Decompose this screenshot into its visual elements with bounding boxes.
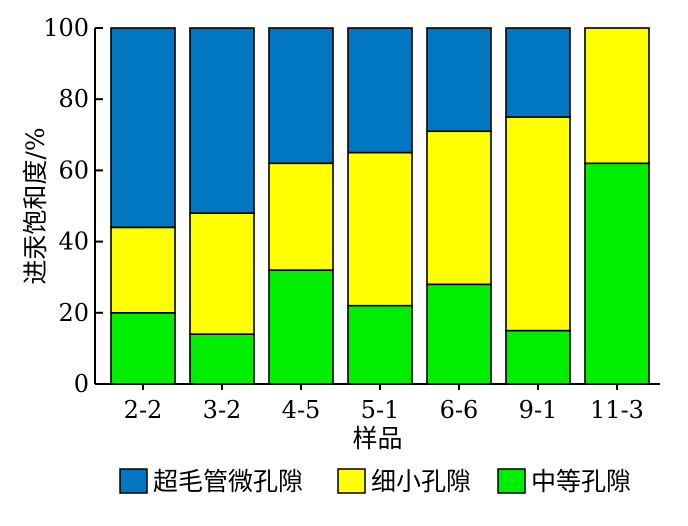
bar-segment-9-1-2 [505, 27, 571, 118]
x-tick-label-5-1: 5-1 [361, 396, 400, 424]
legend-label-2: 中等孔隙 [531, 467, 631, 496]
x-tick-label-2-2: 2-2 [124, 396, 163, 424]
x-tick-label-11-3: 11-3 [590, 396, 644, 424]
bar-segment-5-1-1 [347, 151, 413, 307]
legend-item-0: 超毛管微孔隙 [119, 467, 303, 496]
axes-group [94, 28, 660, 385]
y-tick-label-40: 40 [58, 228, 89, 256]
y-tick-label-60: 60 [58, 156, 89, 184]
bar-segment-3-2-0 [189, 333, 255, 385]
bar-segment-11-3-1 [584, 27, 650, 165]
x-axis-title: 样品 [352, 424, 402, 453]
x-ticks-group: 2-2 3-2 4-5 5-1 6-6 9-1 11-3 [124, 384, 644, 424]
bar-segment-2-2-1 [110, 226, 176, 314]
legend-item-2: 中等孔隙 [497, 467, 631, 496]
bar-segment-9-1-0 [505, 329, 571, 385]
y-axis-title: 进汞饱和度/% [21, 127, 50, 284]
legend-item-1: 细小孔隙 [337, 467, 471, 496]
y-tick-label-80: 80 [58, 85, 89, 113]
legend: 超毛管微孔隙 细小孔隙 中等孔隙 [119, 467, 631, 496]
bar-segment-6-6-0 [426, 283, 492, 385]
bar-segment-4-5-0 [268, 269, 334, 385]
bar-segment-6-6-1 [426, 130, 492, 286]
bar-segment-4-5-1 [268, 162, 334, 271]
y-ticks-group: 0 20 40 60 80 100 [43, 14, 103, 398]
bar-segment-2-2-0 [110, 311, 176, 385]
legend-swatch-0 [119, 468, 148, 494]
legend-label-0: 超毛管微孔隙 [153, 467, 303, 496]
x-tick-label-3-2: 3-2 [203, 396, 242, 424]
bar-segment-3-2-2 [189, 27, 255, 214]
bar-segment-5-1-2 [347, 27, 413, 154]
bar-segment-5-1-0 [347, 304, 413, 385]
legend-swatch-1 [337, 468, 366, 494]
legend-label-1: 细小孔隙 [371, 467, 471, 496]
bar-segment-9-1-1 [505, 116, 571, 332]
y-tick-label-20: 20 [58, 299, 89, 327]
x-tick-label-6-6: 6-6 [440, 396, 479, 424]
bar-segment-3-2-1 [189, 212, 255, 335]
y-tick-label-0: 0 [74, 370, 89, 398]
x-tick-label-9-1: 9-1 [519, 396, 558, 424]
x-tick-label-4-5: 4-5 [282, 396, 321, 424]
bar-segment-4-5-2 [268, 27, 334, 165]
legend-swatch-2 [497, 468, 526, 494]
bar-segment-2-2-2 [110, 27, 176, 229]
y-tick-label-100: 100 [43, 14, 89, 42]
bar-segment-6-6-2 [426, 27, 492, 133]
bars-group [110, 27, 650, 385]
bar-segment-11-3-0 [584, 162, 650, 385]
